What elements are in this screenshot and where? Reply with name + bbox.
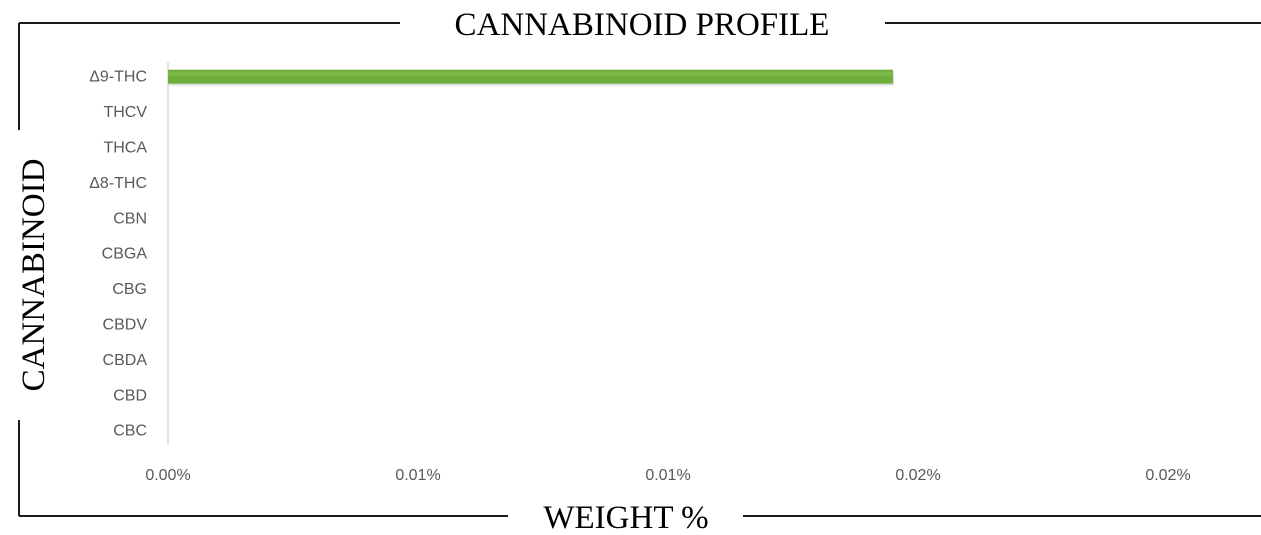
y-axis-title: CANNABINOID xyxy=(16,159,52,392)
category-label: CBDA xyxy=(103,352,148,369)
x-tick-label: 0.02% xyxy=(1145,467,1190,484)
category-label: THCA xyxy=(103,140,147,157)
x-tick-label: 0.02% xyxy=(895,467,940,484)
category-label: Δ9-THC xyxy=(89,69,147,86)
chart-title: CANNABINOID PROFILE xyxy=(455,7,830,43)
x-tick-label: 0.01% xyxy=(395,467,440,484)
bar-highlight xyxy=(168,71,893,76)
x-tick-labels: 0.00% 0.01% 0.01% 0.02% 0.02% xyxy=(145,467,1190,484)
x-tick-label: 0.01% xyxy=(645,467,690,484)
category-label: THCV xyxy=(103,104,147,121)
category-label: CBD xyxy=(113,387,147,404)
category-label: CBDV xyxy=(103,317,148,334)
category-label: CBC xyxy=(113,423,147,440)
category-label: CBN xyxy=(113,210,147,227)
category-label: Δ8-THC xyxy=(89,175,147,192)
category-labels: Δ9-THC THCV THCA Δ8-THC CBN CBGA CBG CBDV CBDA CB… xyxy=(89,69,147,440)
bars-group xyxy=(168,69,894,86)
x-tick-label: 0.00% xyxy=(145,467,190,484)
x-axis-title: WEIGHT % xyxy=(543,500,708,535)
category-label: CBG xyxy=(112,281,147,298)
category-label: CBGA xyxy=(102,246,148,263)
